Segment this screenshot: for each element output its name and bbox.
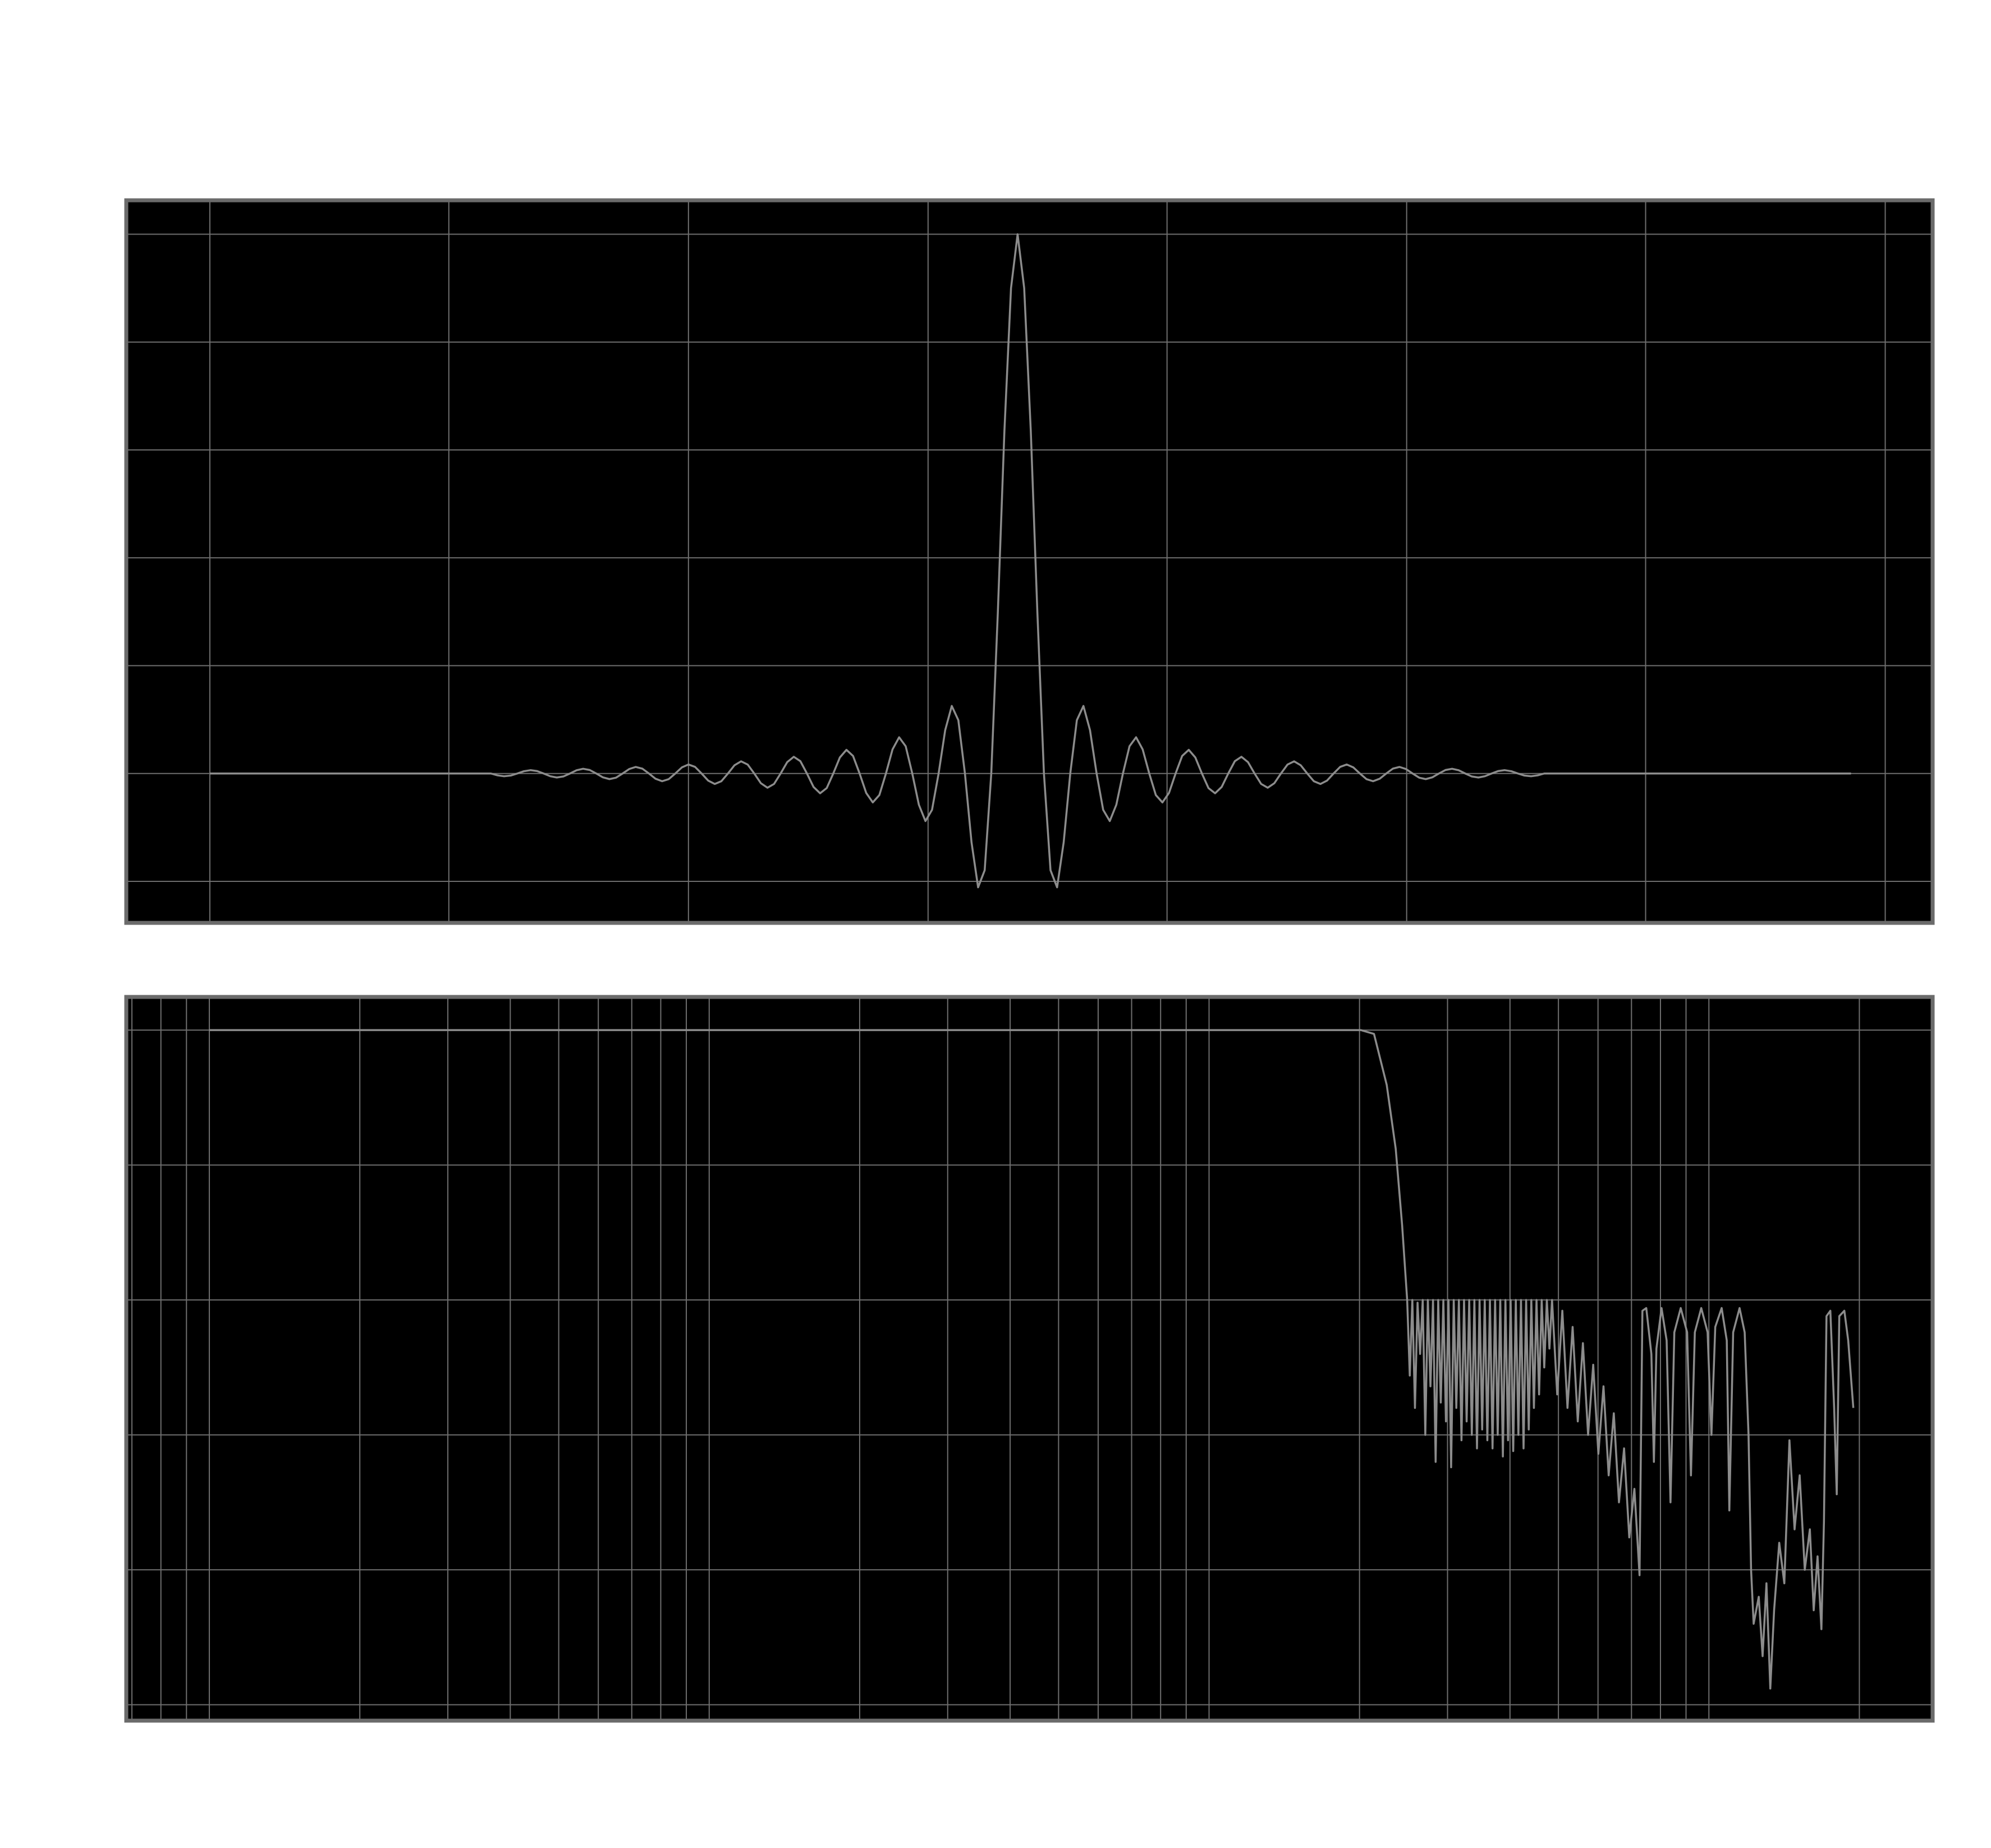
data-line [209,233,1851,889]
data-line [209,1029,1855,1690]
plot-frame [124,995,1935,1723]
chart [124,995,1935,1723]
plot-frame [124,198,1935,925]
chart [124,198,1935,925]
plot-area [126,200,1933,923]
plot-area [126,997,1933,1721]
